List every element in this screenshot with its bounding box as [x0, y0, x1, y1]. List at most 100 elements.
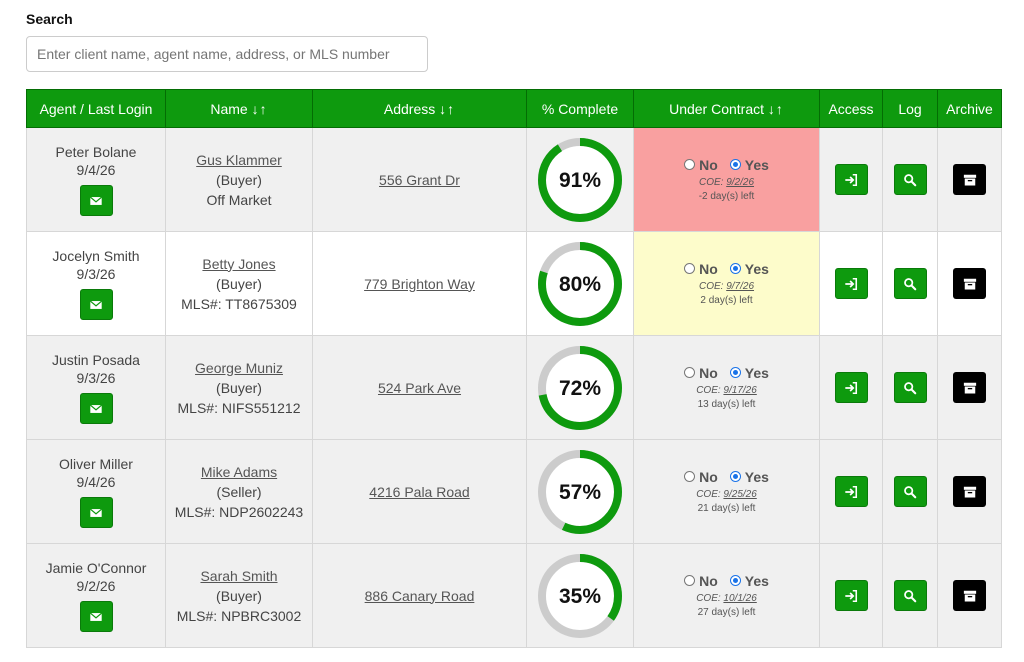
radio-checked-icon[interactable] [729, 471, 741, 483]
radio-checked-icon[interactable] [729, 367, 741, 379]
address-link[interactable]: 556 Grant Dr [379, 171, 460, 188]
contract-no-option[interactable]: No [684, 157, 718, 173]
log-cell [882, 231, 938, 336]
contract-yes-option[interactable]: Yes [729, 365, 769, 381]
archive-box-icon [963, 589, 977, 603]
client-role: (Seller) [216, 483, 262, 500]
view-log-button[interactable] [893, 372, 927, 403]
view-log-button[interactable] [893, 580, 927, 611]
contract-yes-option[interactable]: Yes [729, 468, 769, 485]
contract-yes-option[interactable]: Yes [729, 572, 769, 589]
radio-unchecked-icon[interactable] [684, 575, 696, 587]
archive-button[interactable] [953, 476, 986, 507]
percent-complete-label: 57% [559, 481, 601, 504]
col-header-address-label: Address [383, 100, 436, 117]
envelope-icon [89, 194, 103, 208]
client-role: (Buyer) [216, 275, 262, 292]
agent-name: Justin Posada [52, 352, 140, 368]
coe-date-link[interactable]: 9/25/26 [723, 489, 757, 501]
agent-name: Oliver Miller [59, 456, 133, 472]
email-agent-button[interactable] [79, 289, 113, 320]
radio-unchecked-icon[interactable] [684, 471, 696, 483]
email-agent-button[interactable] [79, 601, 113, 632]
radio-checked-icon[interactable] [729, 263, 741, 275]
client-name-link[interactable]: Betty Jones [202, 255, 276, 272]
view-log-button[interactable] [893, 268, 927, 299]
coe-date-link[interactable]: 9/17/26 [723, 385, 757, 397]
contract-no-option[interactable]: No [684, 261, 718, 277]
col-header-agent-label: Agent / Last Login [39, 100, 153, 117]
col-header-address[interactable]: Address ↓↑ [312, 89, 527, 128]
address-link[interactable]: 4216 Pala Road [369, 483, 470, 500]
progress-ring-fill [538, 553, 622, 638]
access-cell [819, 231, 883, 336]
client-cell: George Muniz (Buyer) MLS#: NIFS551212 [165, 335, 313, 440]
access-button[interactable] [834, 268, 868, 299]
access-button[interactable] [834, 580, 868, 611]
sign-in-icon [844, 589, 858, 603]
search-icon [903, 485, 917, 499]
email-agent-button[interactable] [79, 185, 113, 216]
col-header-name[interactable]: Name ↓↑ [165, 89, 313, 128]
contract-no-label: No [699, 364, 718, 381]
address-cell: 556 Grant Dr [312, 127, 527, 232]
contract-yes-label: Yes [744, 572, 769, 589]
percent-complete-label: 35% [559, 585, 601, 608]
access-button[interactable] [834, 476, 868, 507]
client-name-link[interactable]: Gus Klammer [196, 151, 282, 168]
radio-checked-icon[interactable] [729, 159, 741, 171]
envelope-icon [89, 402, 103, 416]
progress-ring: 80% [538, 241, 622, 326]
search-label: Search [26, 11, 73, 27]
client-name-link[interactable]: Mike Adams [200, 463, 278, 480]
sort-arrows-icon[interactable]: ↓↑ [439, 100, 456, 117]
coe-date-link[interactable]: 9/7/26 [726, 281, 755, 293]
sort-arrows-icon[interactable]: ↓↑ [251, 100, 268, 117]
view-log-button[interactable] [893, 164, 927, 195]
radio-checked-icon[interactable] [729, 575, 741, 587]
contract-no-label: No [699, 260, 718, 277]
contract-yes-label: Yes [744, 156, 769, 173]
client-name-link[interactable]: Sarah Smith [200, 567, 278, 584]
access-button[interactable] [834, 372, 868, 403]
client-cell: Betty Jones (Buyer) MLS#: TT8675309 [165, 231, 313, 336]
contract-no-option[interactable]: No [684, 365, 718, 381]
percent-complete-cell: 72% [526, 335, 634, 440]
radio-unchecked-icon[interactable] [684, 367, 696, 379]
log-cell [882, 543, 938, 648]
address-link[interactable]: 886 Canary Road [364, 587, 475, 604]
envelope-icon [89, 298, 103, 312]
col-header-complete-label: % Complete [541, 100, 619, 117]
archive-button[interactable] [953, 268, 986, 299]
coe-date-link[interactable]: 9/2/26 [726, 177, 755, 189]
coe-label: COE: [696, 489, 721, 501]
client-name-link[interactable]: George Muniz [195, 359, 283, 376]
contract-yes-option[interactable]: Yes [729, 156, 769, 173]
archive-button[interactable] [953, 580, 986, 611]
col-header-contract[interactable]: Under Contract ↓↑ [633, 89, 820, 128]
radio-unchecked-icon[interactable] [684, 263, 696, 275]
archive-button[interactable] [953, 372, 986, 403]
email-agent-button[interactable] [79, 497, 113, 528]
contract-no-option[interactable]: No [684, 469, 718, 485]
search-input[interactable] [26, 36, 428, 72]
view-log-button[interactable] [893, 476, 927, 507]
sign-in-icon [844, 381, 858, 395]
address-link[interactable]: 524 Park Ave [377, 379, 462, 396]
contract-no-option[interactable]: No [684, 573, 718, 589]
coe-date-link[interactable]: 10/1/26 [723, 593, 757, 605]
email-agent-button[interactable] [79, 393, 113, 424]
contract-yes-option[interactable]: Yes [729, 260, 769, 277]
access-button[interactable] [834, 164, 868, 195]
contract-yes-label: Yes [744, 260, 769, 277]
agent-name: Peter Bolane [55, 144, 137, 160]
sign-in-icon [844, 277, 858, 291]
under-contract-cell: No Yes COE: 10/1/26 27 day(s) left [633, 543, 820, 648]
address-link[interactable]: 779 Brighton Way [364, 275, 475, 292]
coe-line: COE: 9/7/26 [634, 281, 819, 292]
sign-in-icon [844, 173, 858, 187]
sort-arrows-icon[interactable]: ↓↑ [767, 100, 784, 117]
contract-yes-label: Yes [744, 468, 769, 485]
radio-unchecked-icon[interactable] [684, 159, 696, 171]
archive-button[interactable] [953, 164, 986, 195]
